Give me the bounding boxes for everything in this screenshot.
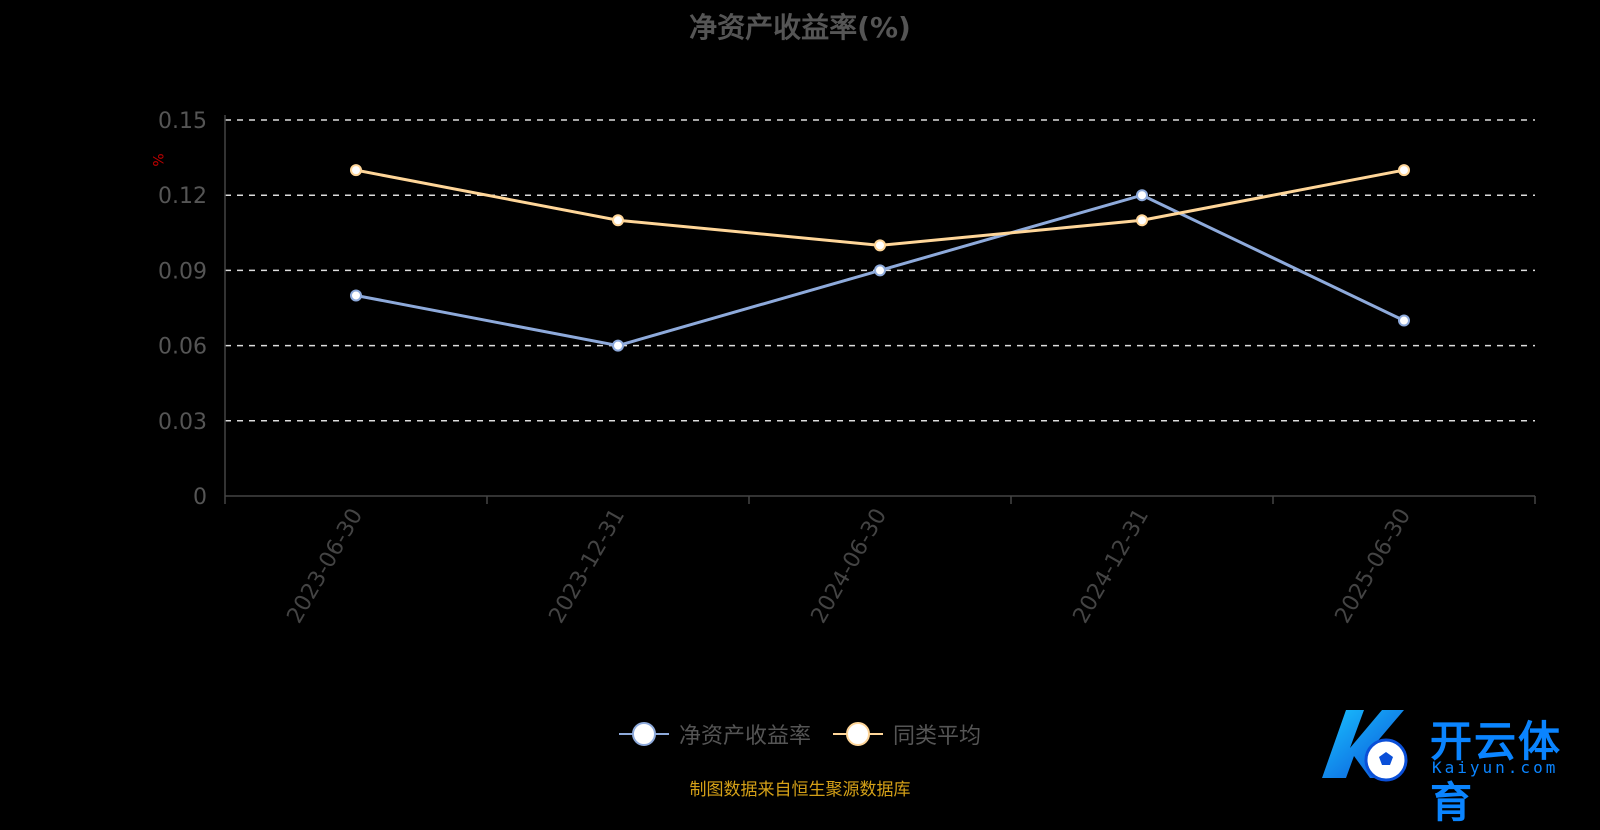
- y-tick-label: 0.15: [158, 109, 207, 134]
- x-tick-label: 2024-06-30: [807, 505, 893, 628]
- data-point: [874, 264, 886, 277]
- y-tick-label: 0.06: [158, 335, 207, 360]
- data-point: [874, 239, 886, 252]
- data-source-note: 制图数据来自恒生聚源数据库: [689, 780, 911, 800]
- legend-label-roe: 净资产收益率: [678, 724, 811, 749]
- data-point: [612, 339, 624, 352]
- data-point: [1398, 164, 1410, 177]
- data-point: [1398, 314, 1410, 327]
- legend-item-peer-average[interactable]: 同类平均: [833, 718, 981, 750]
- x-tick-label: 2023-06-30: [283, 505, 369, 628]
- x-tick-label: 2025-06-30: [1331, 505, 1417, 628]
- soccer-ball-icon: [1322, 710, 1408, 782]
- brand-logo: 开云体育 Kaiyun.com: [1312, 700, 1592, 827]
- data-point: [1136, 189, 1148, 202]
- legend-label-peer-average: 同类平均: [893, 724, 982, 749]
- data-point: [350, 164, 362, 177]
- data-point: [350, 289, 362, 302]
- y-tick-label: 0.09: [158, 259, 207, 284]
- y-tick-label: 0: [193, 485, 207, 510]
- legend-swatch-peer-average: [833, 722, 883, 746]
- data-point: [1136, 214, 1148, 227]
- chart-title: 净资产收益率(%): [689, 11, 911, 44]
- series-line-1: [355, 168, 1405, 247]
- y-tick-label: 0.12: [158, 184, 207, 209]
- legend-item-roe[interactable]: 净资产收益率: [618, 718, 811, 750]
- x-tick-label: 2024-12-31: [1069, 505, 1155, 628]
- line-chart: 0 0.03 0.06 0.09 0.12 0.15 2023-06-30 2023-12-3…: [158, 109, 1536, 628]
- legend-swatch-roe: [618, 722, 669, 746]
- x-tick-label: 2023-12-31: [545, 505, 631, 628]
- data-point: [612, 214, 624, 227]
- y-tick-label: 0.03: [158, 410, 207, 435]
- legend: 净资产收益率 同类平均: [0, 718, 1600, 750]
- logo-domain-text: Kaiyun.com: [1432, 758, 1559, 777]
